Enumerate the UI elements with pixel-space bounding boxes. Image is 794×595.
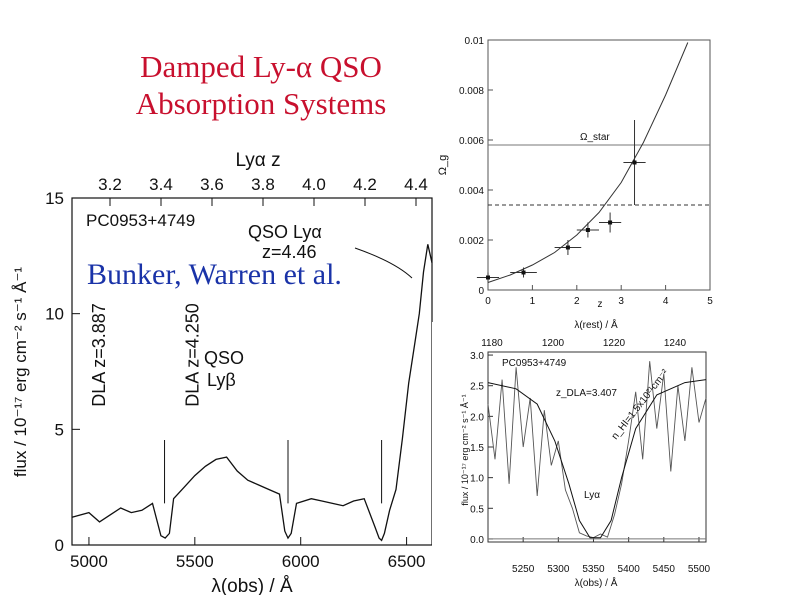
omega-x-tick-label: 5 [707, 296, 713, 307]
omega-data-point [521, 270, 526, 275]
dla-y-tick-label: 1.0 [470, 474, 484, 485]
dla-panel-background [432, 322, 732, 592]
dla-top-tick-label: 1240 [664, 338, 687, 349]
spectrum-top-tick-label: 4.4 [404, 175, 428, 194]
omega-x-tick-label: 3 [618, 296, 624, 307]
dla-label: DLA z=3.887 [89, 303, 109, 407]
omega-x-tick-label: 4 [663, 296, 669, 307]
dla-x-tick-label: 5400 [618, 564, 641, 575]
spectrum-top-tick-label: 4.2 [353, 175, 377, 194]
spectrum-x-tick-label: 6000 [282, 552, 320, 571]
omega-data-point [608, 220, 613, 225]
dla-x-tick-label: 5300 [547, 564, 570, 575]
dla-x-axis-label: λ(obs) / Å [575, 576, 618, 589]
dla-y-tick-label: 2.0 [470, 412, 484, 423]
spectrum-top-tick-label: 3.4 [149, 175, 173, 194]
omega-x-tick-label: 0 [485, 296, 491, 307]
spectrum-top-tick-label: 3.2 [98, 175, 122, 194]
omega-star-label: Ω_star [580, 132, 610, 143]
omega-y-tick-label: 0.006 [459, 136, 484, 147]
omega-y-tick-label: 0.004 [459, 186, 484, 197]
qso-lya-redshift: z=4.46 [262, 242, 317, 262]
omega-data-point [565, 245, 570, 250]
spectrum-y-tick-label: 5 [55, 420, 64, 439]
omega-data-point [585, 228, 590, 232]
spectrum-top-axis-label: Lyα z [235, 150, 280, 171]
spectrum-x-tick-label: 6500 [388, 552, 426, 571]
spectrum-x-axis-label: λ(obs) / Å [211, 576, 293, 595]
spectrum-top-tick-label: 4.0 [302, 175, 326, 194]
spectrum-y-tick-label: 15 [45, 189, 64, 208]
dla-top-tick-label: 1200 [542, 338, 565, 349]
qso-lya-label: QSO Lyα [248, 222, 322, 242]
dla-top-tick-label: 1220 [603, 338, 626, 349]
dla-x-tick-label: 5250 [512, 564, 535, 575]
dla-x-tick-label: 5450 [653, 564, 676, 575]
dla-object-label: PC0953+4749 [502, 358, 567, 369]
omega-plot-frame [487, 39, 711, 291]
qso-lyb-sub: Lyβ [207, 370, 236, 390]
spectrum-y-tick-label: 0 [55, 536, 64, 555]
title-line-2: Absorption Systems [135, 86, 387, 121]
spectrum-object-label: PC0953+4749 [86, 211, 195, 230]
spectrum-x-tick-label: 5500 [176, 552, 214, 571]
dla-label: DLA z=4.250 [183, 303, 203, 407]
dla-model-curve [487, 379, 707, 539]
omega-y-tick-label: 0 [478, 286, 484, 297]
omega-y-tick-label: 0.008 [459, 86, 484, 97]
spectrum-x-tick-label: 5000 [70, 552, 108, 571]
spectrum-flux-line [71, 244, 433, 542]
dla-top-axis-label: λ(rest) / Å [574, 318, 618, 331]
dla-y-tick-label: 1.5 [470, 443, 484, 454]
dla-flux-line [487, 361, 707, 539]
qso-lyb-label: QSO [204, 348, 244, 368]
dla-y-axis-label: flux / 10⁻¹⁷ erg cm⁻² s⁻¹ Å⁻¹ [460, 394, 470, 505]
dla-x-tick-label: 5500 [688, 564, 711, 575]
omega-y-tick-label: 0.002 [459, 236, 484, 247]
omega-x-tick-label: 2 [574, 296, 580, 307]
dla-y-tick-label: 3.0 [470, 351, 484, 362]
qso-lya-arrow [354, 247, 413, 279]
dla-y-tick-label: 0.5 [470, 504, 484, 515]
spectrum-y-axis-label: flux / 10⁻¹⁷ erg cm⁻² s⁻¹ Å⁻¹ [11, 267, 30, 478]
dla-y-tick-label: 0.0 [470, 535, 484, 546]
omega-x-axis-label: z [598, 299, 603, 310]
credit-text: Bunker, Warren et al. [84, 258, 345, 292]
spectrum-top-tick-label: 3.6 [200, 175, 224, 194]
dla-lya-label: Lyα [584, 490, 600, 501]
title-line-1: Damped Ly-α QSO [140, 49, 382, 84]
dla-top-tick-label: 1180 [481, 338, 503, 349]
dla-x-tick-label: 5350 [582, 564, 605, 575]
dla-y-tick-label: 2.5 [470, 382, 484, 393]
omega-y-axis-label: Ω_g [437, 155, 449, 175]
omega-y-tick-label: 0.01 [465, 36, 485, 47]
slide-title: Damped Ly-α QSO Absorption Systems [96, 48, 426, 122]
dla-z-label: z_DLA=3.407 [556, 388, 617, 399]
omega-data-point [632, 160, 637, 165]
spectrum-top-tick-label: 3.8 [251, 175, 275, 194]
omega-data-point [486, 275, 490, 280]
omega-x-tick-label: 1 [530, 296, 536, 307]
spectrum-y-tick-label: 10 [45, 305, 64, 324]
